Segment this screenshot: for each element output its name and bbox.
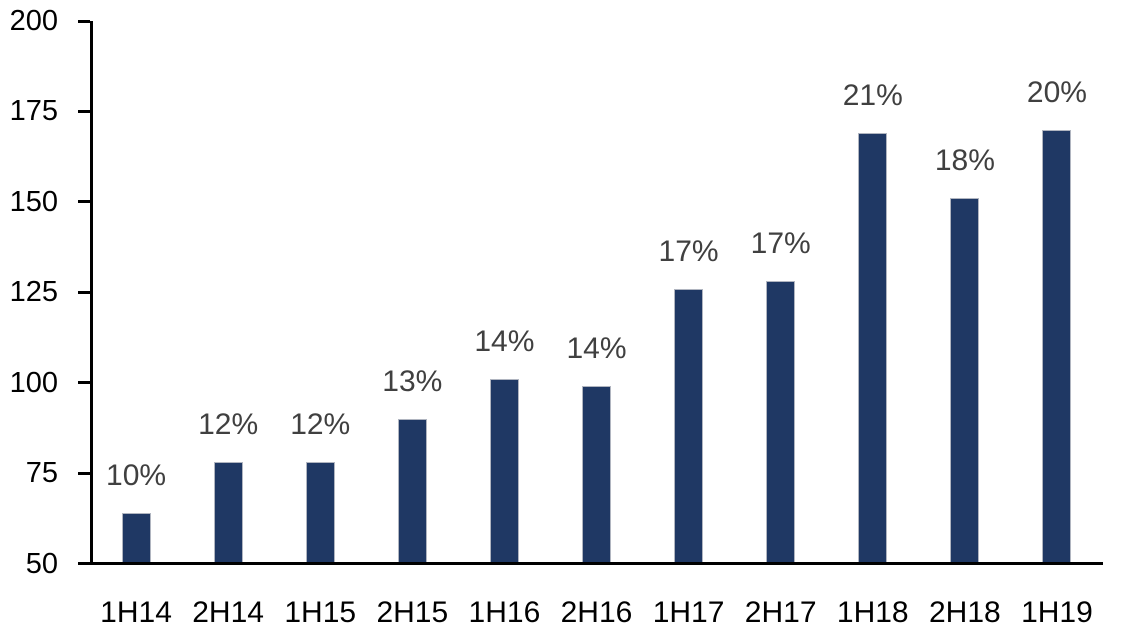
y-axis-tick-label: 125 xyxy=(9,276,58,309)
y-axis-tick xyxy=(78,290,90,294)
bar xyxy=(858,133,888,564)
x-axis-tick-label: 2H17 xyxy=(744,596,817,629)
bar-data-label: 20% xyxy=(1026,75,1087,109)
x-axis-tick-label: 1H15 xyxy=(284,596,357,629)
y-axis-tick-label: 50 xyxy=(25,547,58,580)
bar-data-label: 21% xyxy=(842,79,903,113)
x-axis-tick-label: 1H14 xyxy=(100,596,172,629)
bar-data-label: 17% xyxy=(750,227,811,261)
y-axis-tick xyxy=(78,562,90,565)
y-axis-tick xyxy=(78,109,90,113)
x-axis-tick-label: 1H16 xyxy=(468,596,541,629)
x-axis-tick-label: 2H14 xyxy=(192,596,264,629)
bar xyxy=(121,512,151,564)
bar xyxy=(305,462,335,564)
bar xyxy=(1042,129,1072,564)
x-axis-tick-label: 1H18 xyxy=(836,596,909,629)
bar-data-label: 17% xyxy=(658,234,719,268)
bar xyxy=(489,379,519,564)
x-axis-tick-label: 2H16 xyxy=(560,596,633,629)
y-axis-tick-label: 100 xyxy=(9,366,58,399)
y-axis-tick xyxy=(78,381,90,385)
y-axis-line xyxy=(90,21,93,565)
bar xyxy=(397,418,427,564)
y-axis-tick xyxy=(78,200,90,204)
x-axis-tick-label: 2H15 xyxy=(376,596,449,629)
bar-data-label: 18% xyxy=(934,144,995,178)
bar-data-label: 14% xyxy=(566,332,627,366)
x-axis-tick-label: 1H19 xyxy=(1021,596,1093,629)
y-axis-tick-label: 150 xyxy=(9,185,58,218)
bar-data-label: 12% xyxy=(198,408,259,442)
bar xyxy=(674,288,704,564)
y-axis-tick-label: 75 xyxy=(25,457,58,490)
y-axis-tick xyxy=(78,19,90,23)
bar-data-label: 13% xyxy=(382,364,443,398)
bar-data-label: 12% xyxy=(290,408,351,442)
x-axis-tick-label: 2H18 xyxy=(928,596,1001,629)
x-axis-line xyxy=(88,562,1103,565)
bar-data-label: 14% xyxy=(474,325,535,359)
bar xyxy=(213,462,243,564)
bar xyxy=(766,281,796,564)
y-axis-tick-label: 175 xyxy=(9,95,58,128)
bar xyxy=(950,198,980,564)
bar xyxy=(582,386,611,564)
y-axis-tick-label: 200 xyxy=(9,5,58,37)
y-axis-tick xyxy=(78,471,90,475)
x-axis-tick-label: 1H17 xyxy=(652,596,725,629)
bar-data-label: 10% xyxy=(106,458,167,492)
